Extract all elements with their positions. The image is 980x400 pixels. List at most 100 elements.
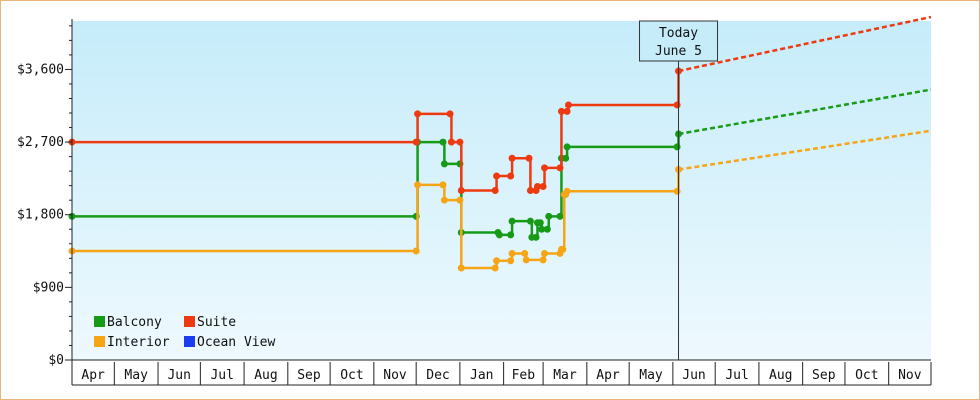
data-point <box>556 164 564 172</box>
data-point <box>545 212 553 220</box>
data-point <box>525 154 533 162</box>
x-tick-label: Apr <box>81 368 105 383</box>
data-point <box>522 256 530 264</box>
legend-item-suite: Suite <box>184 315 236 330</box>
data-point <box>440 160 448 168</box>
data-point <box>673 143 681 151</box>
data-point <box>508 154 516 162</box>
data-point <box>557 107 565 115</box>
data-point <box>532 233 540 241</box>
data-point <box>456 196 464 204</box>
data-point <box>491 187 499 194</box>
legend-swatch <box>184 316 195 327</box>
legend-label: Ocean View <box>197 335 275 350</box>
data-point <box>493 172 501 180</box>
x-tick-label: Jan <box>470 368 493 383</box>
y-tick-label: $900 <box>33 280 64 295</box>
data-point <box>536 219 544 227</box>
x-tick-label: Feb <box>512 368 536 383</box>
legend-swatch <box>94 336 105 347</box>
data-point <box>456 138 464 146</box>
x-tick-label: Mar <box>553 368 577 383</box>
legend-item-interior: Interior <box>94 335 170 350</box>
x-tick-label: May <box>124 368 148 383</box>
data-point <box>673 187 681 195</box>
data-point <box>507 231 515 239</box>
y-tick-label: $3,600 <box>17 62 64 77</box>
x-tick-label: Sep <box>297 368 321 383</box>
data-point <box>532 187 540 194</box>
data-point <box>563 143 571 151</box>
data-point <box>564 101 572 109</box>
data-point <box>508 217 516 225</box>
data-point <box>562 191 570 199</box>
series-suite <box>68 15 932 194</box>
plot-background <box>72 21 931 360</box>
forecast-line <box>678 15 932 73</box>
data-point <box>562 154 570 162</box>
legend-item-ocean-view: Ocean View <box>184 335 275 350</box>
data-point <box>493 257 501 265</box>
x-tick-label: Jun <box>167 368 190 383</box>
forecast-line <box>678 88 932 136</box>
data-point <box>563 107 571 115</box>
data-point <box>526 187 534 194</box>
data-point <box>439 181 447 189</box>
today-label: Today <box>659 26 698 41</box>
x-tick-label: Jul <box>725 368 748 383</box>
data-point <box>526 217 534 225</box>
data-point <box>457 264 465 272</box>
data-point <box>494 228 502 236</box>
data-point <box>539 256 547 264</box>
legend-label: Suite <box>197 315 236 330</box>
data-point <box>521 249 529 257</box>
x-tick-label: Oct <box>855 368 878 383</box>
data-point <box>447 138 455 146</box>
y-tick-label: $2,700 <box>17 135 64 150</box>
today-box <box>639 20 719 62</box>
data-point <box>507 172 515 180</box>
data-point <box>539 182 547 190</box>
x-tick-label: Apr <box>596 368 620 383</box>
legend-swatch <box>184 336 195 347</box>
data-point <box>412 247 420 255</box>
data-point <box>446 110 454 118</box>
x-tick-label: Oct <box>340 368 363 383</box>
data-point <box>412 138 420 146</box>
data-point <box>543 225 551 233</box>
data-point <box>414 181 422 189</box>
today-date: June 5 <box>655 44 702 59</box>
data-point <box>559 245 567 253</box>
data-point <box>556 212 564 220</box>
x-tick-label: Aug <box>769 368 792 383</box>
x-tick-label: Sep <box>812 368 836 383</box>
y-tick-label: $1,800 <box>17 208 64 223</box>
data-point <box>538 225 546 233</box>
x-tick-label: Nov <box>383 368 407 383</box>
legend-item-balcony: Balcony <box>94 315 162 330</box>
legend-label: Balcony <box>107 315 162 330</box>
legend-label: Interior <box>107 335 170 350</box>
legend-swatch <box>94 316 105 327</box>
data-point <box>414 110 422 118</box>
data-point <box>541 164 549 172</box>
data-point <box>673 101 681 109</box>
data-point <box>457 187 465 194</box>
data-point <box>541 249 549 257</box>
x-tick-label: May <box>639 368 663 383</box>
x-tick-label: Jun <box>682 368 705 383</box>
data-point <box>508 249 516 257</box>
data-point <box>440 196 448 204</box>
data-point <box>507 257 515 265</box>
y-tick-label: $0 <box>48 353 64 368</box>
series-interior <box>68 129 932 272</box>
x-tick-label: Dec <box>426 368 449 383</box>
x-tick-label: Jul <box>210 368 233 383</box>
x-tick-label: Aug <box>254 368 277 383</box>
x-tick-label: Nov <box>898 368 922 383</box>
forecast-line <box>678 129 932 171</box>
data-point <box>439 138 447 146</box>
data-point <box>491 264 499 272</box>
